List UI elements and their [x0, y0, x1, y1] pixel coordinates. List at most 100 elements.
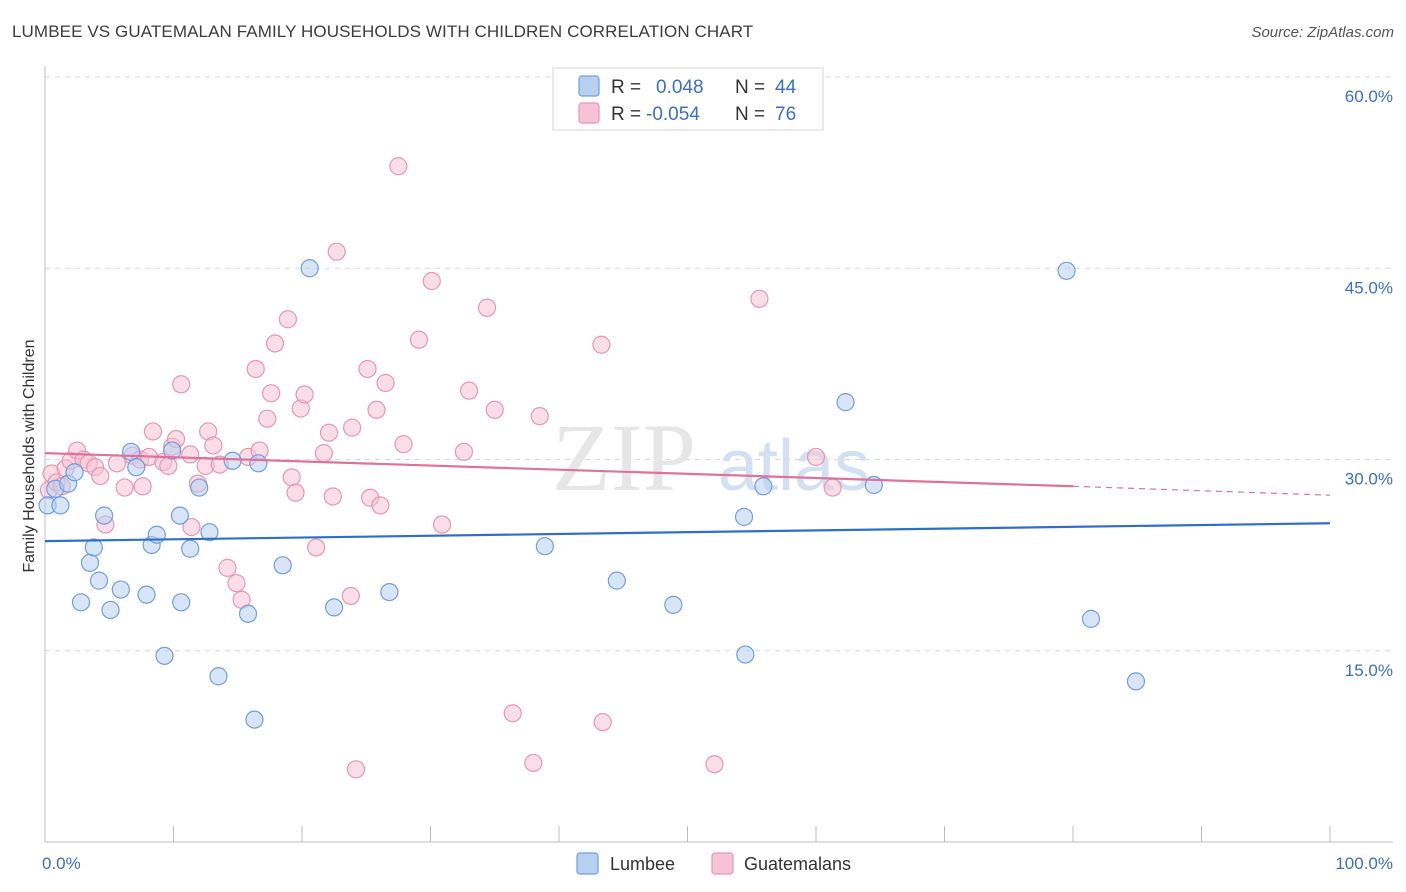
x-tick-label-max: 100.0%: [1335, 854, 1393, 873]
lumbee-point: [65, 463, 84, 482]
guatemalans-point: [341, 586, 360, 606]
guatemalans-point: [750, 289, 769, 308]
lumbee-point: [223, 451, 242, 470]
guatemalans-point: [204, 436, 223, 455]
guatemalans-point: [282, 468, 301, 487]
grid-layer: [45, 76, 1393, 652]
lumbee-point: [163, 441, 182, 460]
lumbee-point: [245, 710, 264, 729]
guatemalans-point: [459, 381, 479, 400]
guatemalans-point: [258, 409, 277, 428]
legend-n-label-guatemalans: N =: [735, 104, 765, 125]
lumbee-point: [51, 496, 70, 515]
guatemalans-point: [314, 444, 333, 463]
guatemalans-point: [823, 478, 842, 497]
lumbee-point: [1081, 609, 1101, 628]
lumbee-point: [172, 593, 191, 612]
guatemalans-point: [115, 478, 134, 497]
lumbee-point: [734, 507, 754, 526]
lumbee-point: [121, 442, 141, 461]
lumbee-point: [181, 539, 200, 558]
legend-n-value-lumbee: 44: [775, 77, 797, 98]
watermark-atlas: atlas: [718, 426, 870, 506]
legend-r-value-lumbee: 0.048: [656, 77, 704, 98]
legend-r-label-lumbee: R =: [611, 77, 641, 98]
guatemalans-point: [278, 310, 297, 329]
lumbee-point: [238, 604, 258, 623]
y-tick-label: 60.0%: [1345, 87, 1393, 106]
lumbee-point: [1057, 261, 1076, 280]
guatemalans-point: [218, 558, 237, 577]
legend-r-label-guatemalans: R =: [611, 104, 641, 125]
guatemalans-point: [524, 753, 543, 773]
y-tick-labels: 15.0% 30.0% 45.0% 60.0%: [1345, 87, 1393, 680]
chart-source: Source: ZipAtlas.com: [1251, 24, 1394, 41]
lumbee-point: [325, 598, 344, 617]
guatemalans-point: [806, 447, 826, 467]
guatemalans-point: [91, 466, 110, 486]
x-tick-label-min: 0.0%: [42, 854, 81, 873]
guatemalans-point: [319, 423, 339, 442]
lumbee-point: [736, 645, 755, 664]
lumbee-point: [71, 593, 91, 612]
lumbee-point: [300, 259, 319, 278]
guatemalans-point: [133, 477, 152, 496]
legend-swatch-lumbee: [578, 75, 600, 97]
guatemalans-point: [454, 442, 474, 461]
lumbee-point: [209, 667, 228, 686]
guatemalans-point: [371, 496, 390, 515]
y-tick-label: 45.0%: [1345, 278, 1393, 297]
guatemalans-point: [143, 422, 163, 441]
lumbee-point: [273, 556, 292, 575]
guatemalans-point: [477, 298, 497, 317]
guatemalans-point: [107, 454, 127, 473]
lumbee-point: [200, 523, 219, 542]
legend-n-value-guatemalans: 76: [775, 104, 796, 125]
watermark-zip: ZIP: [552, 404, 696, 511]
lumbee-point: [170, 506, 190, 525]
guatemalans-point: [265, 334, 285, 353]
lumbee-point: [137, 585, 156, 604]
guatemalans-point: [262, 384, 281, 403]
lumbee-point: [664, 595, 683, 614]
lumbee-point: [84, 538, 103, 557]
lumbee-point: [127, 458, 146, 477]
guatemalans-trend-extension: [1072, 485, 1331, 496]
lumbee-trend-line: [44, 522, 1331, 543]
guatemalans-point: [159, 456, 178, 475]
bottom-legend-label-guatemalans: Guatemalans: [744, 854, 851, 874]
lumbee-point: [607, 571, 626, 590]
trend-lines: [44, 452, 1331, 543]
guatemalans-point: [409, 330, 429, 349]
legend-r-value-guatemalans: -0.054: [646, 104, 700, 125]
guatemalans-point: [503, 704, 522, 723]
bottom-legend-swatch-lumbee: [576, 852, 599, 875]
legend-swatch-guatemalans: [578, 102, 600, 124]
guatemalans-point: [376, 373, 395, 393]
guatemalans-point: [227, 574, 246, 593]
lumbee-point: [111, 580, 130, 599]
lumbee-point: [836, 393, 855, 412]
lumbee-point: [249, 454, 268, 473]
guatemalans-point: [346, 760, 366, 779]
guatemalans-point: [323, 487, 342, 506]
guatemalans-trend-line: [44, 452, 1074, 488]
y-axis-title: Family Households with Children: [21, 340, 38, 573]
guatemalans-point: [181, 445, 200, 464]
lumbee-point: [80, 553, 100, 572]
guatemalans-point: [485, 400, 504, 419]
legend-n-label-lumbee: N =: [735, 77, 765, 98]
bottom-legend-label-lumbee: Lumbee: [610, 854, 675, 874]
guatemalans-point: [593, 713, 612, 732]
guatemalans-point: [343, 418, 362, 437]
lumbee-point: [754, 477, 773, 496]
guatemalans-point: [592, 335, 611, 354]
chart-title: LUMBEE VS GUATEMALAN FAMILY HOUSEHOLDS W…: [12, 22, 754, 41]
guatemalans-point: [358, 359, 377, 379]
guatemalans-point: [530, 407, 549, 426]
guatemalans-point: [246, 359, 265, 379]
guatemalans-point: [182, 517, 201, 537]
lumbee-point: [1126, 672, 1146, 691]
guatemalans-point: [432, 515, 452, 534]
